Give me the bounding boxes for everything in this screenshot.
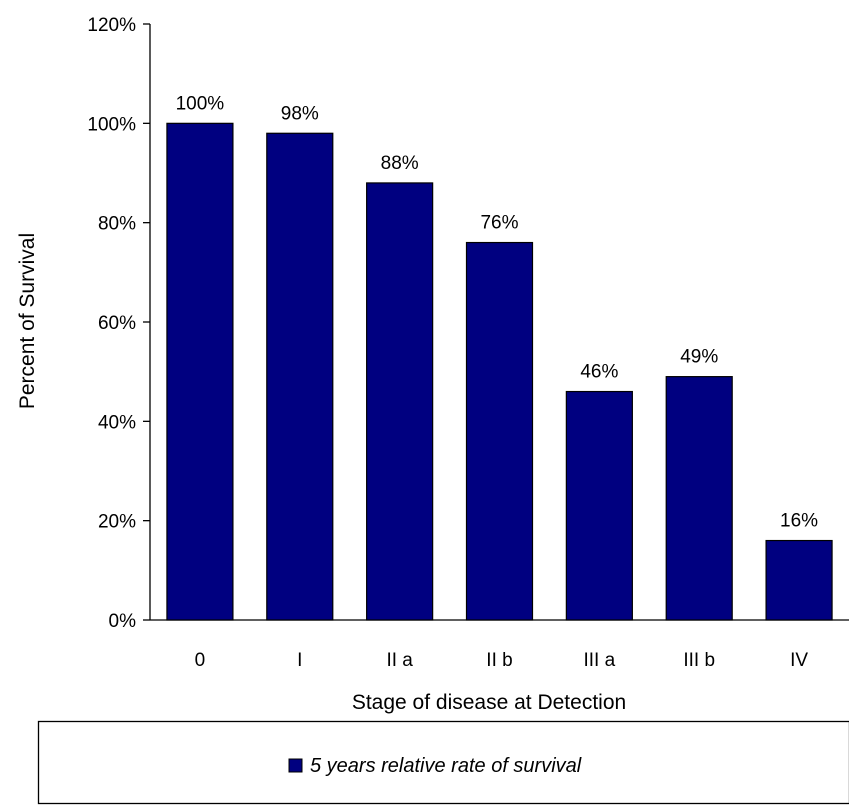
x-axis: 0 I II a II b III a III b IV — [150, 619, 849, 671]
y-axis: 0% 20% 40% 60% 80% 100% 120% — [87, 15, 151, 632]
x-tick-label: II b — [486, 650, 512, 671]
bar — [166, 122, 234, 621]
y-tick-label: 20% — [98, 512, 136, 533]
bar — [465, 241, 534, 621]
x-tick-label: I — [297, 650, 302, 671]
legend: 5 years relative rate of survival — [37, 720, 849, 805]
y-tick-label: 100% — [87, 114, 136, 135]
bar-value-label: 88% — [381, 153, 419, 174]
bar-value-label: 49% — [680, 347, 718, 368]
y-tick-label: 0% — [109, 611, 137, 632]
bar-value-label: 76% — [480, 213, 518, 234]
x-tick-label: 0 — [195, 650, 206, 671]
bar-value-label: 46% — [580, 362, 618, 383]
y-tick-label: 60% — [98, 313, 136, 334]
bar-value-label: 16% — [780, 511, 818, 532]
y-tick-label: 120% — [87, 15, 136, 36]
bar — [765, 539, 833, 621]
bar — [665, 376, 733, 621]
x-tick-label: IV — [790, 650, 808, 671]
data-labels: 100% 98% 88% 76% 46% 49% 16% — [176, 93, 819, 531]
y-tick-label: 80% — [98, 214, 136, 235]
x-tick-label: II a — [386, 650, 413, 671]
bars — [166, 122, 833, 621]
x-tick-label: III b — [683, 650, 715, 671]
x-axis-title: Stage of disease at Detection — [352, 691, 626, 714]
bar-value-label: 98% — [281, 103, 319, 124]
bar — [366, 182, 434, 621]
bar — [565, 390, 633, 621]
legend-box — [37, 720, 849, 805]
x-tick-label: III a — [584, 650, 616, 671]
legend-swatch — [288, 758, 303, 773]
bar — [266, 132, 334, 621]
y-axis-title: Percent of Survival — [16, 233, 39, 409]
bar-value-label: 100% — [176, 93, 225, 114]
y-tick-label: 40% — [98, 412, 136, 433]
legend-label: 5 years relative rate of survival — [310, 755, 582, 777]
